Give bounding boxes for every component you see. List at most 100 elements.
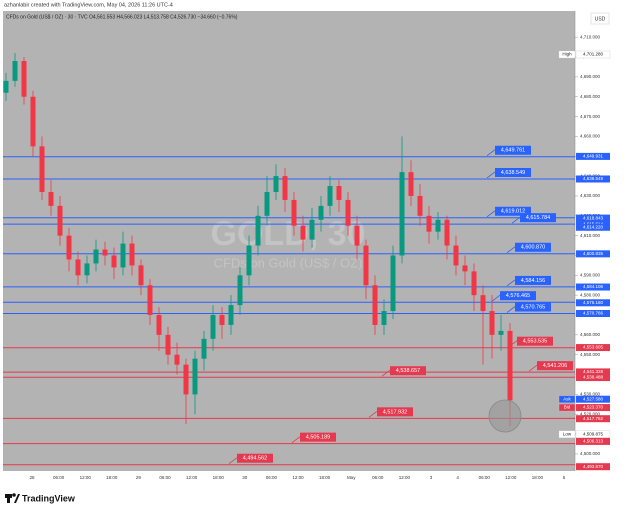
x-tick-label: 29 [136, 475, 142, 480]
y-tick-label: 4,670.000 [580, 114, 601, 119]
price-tag [576, 374, 610, 382]
x-tick-label: 06:00 [159, 475, 171, 480]
price-tag-note-box [558, 395, 576, 403]
x-tick-label: 18:00 [106, 475, 118, 480]
x-tick-label: 12:00 [80, 475, 92, 480]
level-label: 4,576.465 [506, 293, 530, 299]
candle-body [309, 219, 315, 240]
y-tick-label: 4,680.000 [580, 94, 601, 99]
candle-body [228, 305, 234, 325]
candle-body [318, 205, 324, 220]
candle-body [111, 255, 117, 268]
candle-body [489, 311, 495, 335]
price-tag [576, 395, 610, 403]
symbol-legend: CFDs on Gold (US$ / OZ) · 30 · TVC O4,56… [6, 14, 238, 20]
x-tick-label: 12:00 [399, 475, 411, 480]
level-connector [506, 279, 516, 287]
level-label: 4,615.784 [526, 215, 550, 221]
currency: USD [595, 16, 606, 22]
price-tag [576, 415, 610, 423]
candle-body [93, 249, 99, 264]
level-label-box [515, 302, 551, 312]
price-tag [576, 283, 610, 291]
price-tag [576, 463, 610, 471]
candle-body [273, 176, 279, 192]
price-tag [576, 175, 610, 183]
candle-body [480, 295, 486, 312]
level-label: 4,638.549 [501, 170, 525, 176]
candle-body [453, 245, 459, 266]
price-tag [576, 250, 610, 258]
x-tick-label: 30 [242, 475, 248, 480]
level-label-box [495, 167, 531, 177]
candle-body [3, 80, 9, 93]
candle-body [210, 315, 216, 339]
price-tag-note: Bid [564, 405, 571, 410]
candle-body [174, 354, 180, 365]
x-tick-label: 28 [29, 475, 35, 480]
level-connector [368, 411, 378, 418]
x-tick-label: 06:00 [479, 475, 491, 480]
price-tag-label: 4,523.370 [583, 405, 604, 410]
price-tag-label: 4,553.605 [583, 345, 604, 350]
level-label: 4,494.562 [243, 456, 267, 462]
price-tag [576, 152, 610, 160]
level-label: 4,538.657 [396, 368, 420, 374]
candle-body [291, 199, 297, 226]
candle-body [255, 215, 261, 246]
candle-body [363, 245, 369, 286]
candle-body [372, 285, 378, 325]
currency-box[interactable] [590, 12, 610, 25]
candle-body [12, 61, 18, 81]
price-tag-note-box [558, 430, 576, 438]
x-tick-label: 12:00 [186, 475, 198, 480]
price-tag [576, 299, 610, 307]
candle-body [435, 219, 441, 232]
candle-body [30, 96, 36, 147]
level-connector [491, 294, 501, 302]
level-connector [486, 149, 496, 157]
y-tick-label: 4,630.000 [580, 193, 601, 198]
x-tick-label: 06:00 [266, 475, 278, 480]
candle-body [75, 259, 81, 276]
candle-body [246, 245, 252, 276]
x-tick-label: 3 [430, 475, 433, 480]
watermark-sub: CFDs on Gold (US$ / OZ) [214, 255, 363, 270]
credit: azhanlabir created with TradingView.com,… [4, 2, 173, 8]
y-tick-label: 4,530.000 [580, 392, 601, 397]
price-tag-note: Low [563, 432, 572, 437]
y-tick-label: 4,710.000 [580, 34, 601, 39]
level-label-box [515, 275, 551, 285]
candle-body [57, 205, 63, 236]
level-label-box [495, 206, 531, 216]
price-tag-label: 4,584.106 [583, 284, 604, 289]
x-tick-label: May [347, 475, 356, 480]
x-tick-label: 4 [456, 475, 459, 480]
price-tag [575, 430, 611, 439]
candle-body [282, 176, 288, 200]
candle-body [336, 186, 342, 200]
price-tag [575, 50, 611, 59]
candle-body [354, 225, 360, 246]
level-connector [511, 216, 521, 224]
price-tag-label: 4,638.549 [583, 176, 604, 181]
brand: TradingView [22, 493, 76, 503]
candle-body [462, 265, 468, 272]
level-label: 4,570.765 [521, 304, 545, 310]
price-tag-note-box [558, 50, 576, 59]
price-tag-label: 4,600.835 [583, 251, 604, 256]
candle-body [390, 255, 396, 312]
price-tag [576, 223, 610, 231]
x-tick-label: 18:00 [319, 475, 331, 480]
candle-body [192, 358, 198, 395]
x-tick-label: 5 [563, 475, 566, 480]
price-tag-label: 4,527.580 [583, 396, 604, 401]
candle-body [138, 265, 144, 286]
level-connector [291, 436, 301, 443]
price-tag-note: Ask [563, 396, 571, 401]
price-tag [576, 310, 610, 318]
level-label-box [515, 242, 551, 252]
candle-body [237, 275, 243, 306]
watermark: GOLD, 30 [211, 215, 366, 253]
